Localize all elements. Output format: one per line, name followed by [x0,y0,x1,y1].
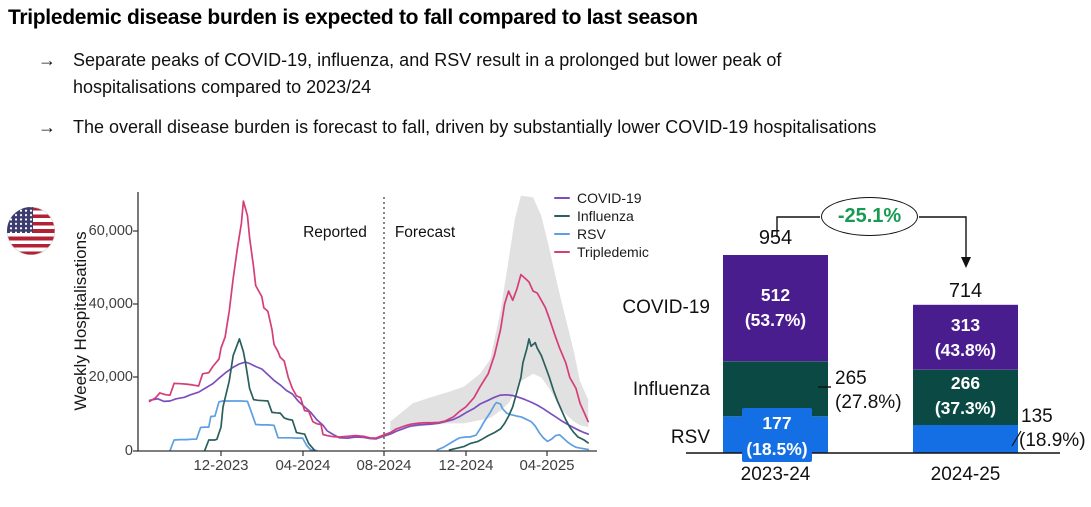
influenza-pct-2023: (27.8%) [835,392,902,413]
line-series-layer [148,200,590,452]
change-connector-right [919,216,967,258]
tripledemic-line-swatch [554,250,570,254]
influenza-line [448,338,590,451]
rsv-line [436,401,590,451]
segment-pct: (53.7%) [744,310,807,330]
bar-segment-covid-19-2023-24 [723,255,828,362]
segment-value: 177 [762,413,792,433]
segment-value: 266 [950,373,981,393]
us-flag-icon [7,207,55,255]
total-2023-24: 954 [758,227,793,249]
x-tick-12-2023: 12-2023 [193,457,249,474]
x-tick-04-2024: 04-2024 [275,457,331,474]
influenza-segment-label-2024: 266 (37.3%) [913,371,1018,421]
legend-item-rsv: RSV [554,225,649,243]
segment-pct: (43.8%) [934,340,997,360]
arrow-bullet-icon: → [38,50,56,70]
change-connector-left [776,216,820,237]
segment-value: 512 [760,285,791,305]
rsv-line-swatch [554,232,570,236]
us-flag-canton [7,207,33,233]
rsv-line [169,400,318,452]
arrow-bullet-icon: → [38,117,56,137]
y-tick-60000: 60,000 [88,223,133,239]
forecast-band-layer [390,195,589,431]
influenza-value-2023: 265 [835,368,867,389]
bullet-list: → Separate peaks of COVID-19, influenza,… [38,47,898,154]
x-tick-12-2024: 12-2024 [438,457,494,474]
legend-item-influenza: Influenza [554,207,649,225]
covid-line-swatch [554,196,570,200]
y-axis-ticks [133,230,138,452]
covid-segment-label-2024: 313 (43.8%) [913,313,1018,363]
x-tick-08-2024: 08-2024 [356,457,412,474]
forecast-uncertainty-band [390,195,589,431]
category-label-2024-25: 2024-25 [930,464,1001,485]
reported-label: Reported [303,224,367,241]
page-title: Tripledemic disease burden is expected t… [8,6,698,29]
row-label-covid: COVID-19 [622,297,710,318]
row-label-influenza: Influenza [632,379,710,400]
total-2024-25: 714 [948,280,983,302]
bar-segment-rsv-2024-25 [913,425,1018,453]
legend-label: Tripledemic [577,244,649,260]
bar-segment-influenza-2024-25 [913,369,1018,425]
bullet-item: → The overall disease burden is forecast… [38,114,898,141]
category-label-2023-24: 2023-24 [740,464,811,485]
rsv-pct-2024: (18.9%) [1019,430,1086,451]
tripledemic-line [148,200,590,439]
segment-pct: (18.5%) [746,439,808,459]
x-axis-ticks [220,451,548,456]
row-label-rsv: RSV [670,427,710,448]
legend-label: RSV [577,226,606,242]
legend: COVID-19 Influenza RSV Tripledemic [554,189,649,261]
y-tick-20000: 20,000 [88,369,133,385]
legend-label: Influenza [577,208,634,224]
bullet-item: → Separate peaks of COVID-19, influenza,… [38,47,898,101]
legend-label: COVID-19 [577,190,642,206]
segment-value: 313 [950,315,981,335]
bullet-text: The overall disease burden is forecast t… [73,117,877,137]
influenza-line-swatch [554,214,570,218]
legend-item-covid: COVID-19 [554,189,649,207]
change-badge: -25.1% [821,197,918,236]
covid-segment-label-2023: 512 (53.7%) [723,283,828,333]
forecast-label: Forecast [394,224,456,241]
y-tick-40000: 40,000 [88,296,133,312]
segment-pct: (37.3%) [934,398,997,418]
rsv-segment-label-2023: 177 (18.5%) [742,408,812,462]
rsv-label-tick [1011,430,1022,447]
bar-segment-influenza-2023-24 [723,361,828,417]
bar-segment-covid-19-2024-25 [913,304,1018,370]
arrow-down-icon [961,257,971,268]
legend-item-tripledemic: Tripledemic [554,243,649,261]
bullet-text: Separate peaks of COVID-19, influenza, a… [73,50,782,97]
y-tick-0: 0 [124,443,133,459]
x-tick-04-2025: 04-2025 [519,457,575,474]
rsv-value-2024: 135 [1021,406,1053,427]
influenza-line [203,338,316,452]
